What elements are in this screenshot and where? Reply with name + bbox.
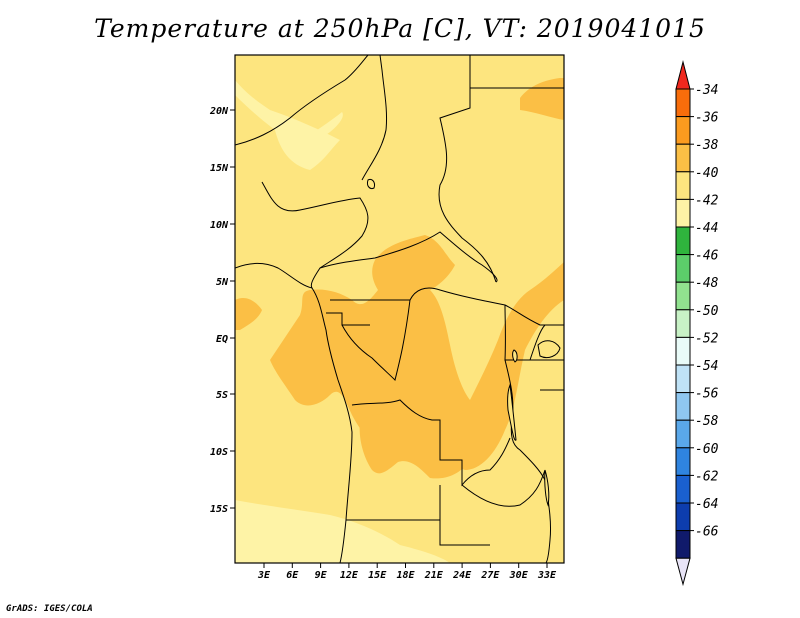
colorbar: -34 -36 -38 -40 -42 -44 -46 -48 -50 -52 -54 -56 -58 -…: [675, 60, 719, 587]
colorbar-label: -40: [695, 166, 719, 181]
band-40-38-central: [270, 235, 564, 470]
colorbar-segment: [675, 226, 691, 256]
lat-label: EQ: [216, 334, 228, 345]
colorbar-label: -34: [695, 83, 718, 98]
colorbar-segment: [675, 502, 691, 532]
lat-label: 5N: [216, 277, 229, 288]
country-borders: [235, 55, 564, 563]
colorbar-label: -52: [695, 331, 719, 346]
colorbar-segment: [675, 116, 691, 145]
colorbar-segment: [675, 474, 691, 504]
lat-label: 10S: [210, 447, 228, 458]
colorbar-segment: [675, 309, 691, 338]
border-gabon-congo: [341, 299, 411, 381]
lat-label: 15N: [210, 163, 229, 174]
coastline-west: [235, 263, 353, 563]
colorbar-top-arrow: [675, 60, 691, 90]
lon-label: 15E: [368, 570, 387, 581]
lon-label: 27E: [480, 570, 500, 581]
chart-title: Temperature at 250hPa [C], VT: 201904101…: [94, 14, 706, 43]
colorbar-label: -54: [695, 359, 718, 374]
lat-label: 20N: [209, 106, 229, 117]
colorbar-segment: [675, 364, 691, 394]
band-40-38-west: [235, 298, 262, 330]
lat-label: 5S: [216, 390, 228, 401]
border-congo-north: [330, 287, 564, 326]
grads-credit: GrADS: IGES/COLA: [6, 604, 93, 614]
border-nigeria: [261, 181, 369, 289]
colorbar-label: -48: [695, 276, 719, 291]
colorbar-bottom-arrow: [675, 557, 691, 587]
lakes: [367, 179, 561, 507]
colorbar-segment: [675, 447, 691, 476]
border-tanzania: [530, 359, 564, 391]
colorbar-segment: [675, 171, 691, 200]
colorbar-label: -50: [695, 304, 719, 319]
lon-label: 24E: [452, 570, 472, 581]
colorbar-segment: [675, 88, 691, 118]
lake-tanganyika: [507, 383, 517, 441]
colorbar-label: -62: [695, 469, 719, 484]
colorbar-label: -42: [695, 193, 719, 208]
colorbar-label: -64: [695, 497, 718, 512]
colorbar-segment: [675, 392, 691, 421]
lake-victoria: [537, 340, 561, 359]
border-niger-chad: [361, 55, 387, 181]
colorbar-label: -60: [695, 442, 719, 457]
temperature-field: [235, 55, 564, 563]
colorbar-label: -66: [695, 525, 719, 540]
lon-label: 6E: [286, 570, 299, 581]
map-frame: [234, 54, 565, 564]
colorbar-label: -36: [695, 111, 719, 126]
latitude-axis: 20N 15N 10N 5N EQ 5S 10S 15S: [209, 106, 235, 515]
lon-label: 18E: [396, 570, 415, 581]
colorbar-segment: [675, 281, 691, 311]
lake-chad: [367, 179, 375, 189]
colorbar-label: -44: [695, 221, 718, 236]
lon-label: 12E: [340, 570, 359, 581]
border-cameroon-south: [326, 312, 370, 326]
border-uganda: [504, 304, 546, 361]
lat-label: 15S: [210, 504, 228, 515]
band-44-42-south: [235, 500, 450, 563]
lon-label: 33E: [537, 570, 557, 581]
colorbar-segment: [675, 530, 691, 559]
lon-label: 30E: [509, 570, 529, 581]
longitude-axis: 3E 6E 9E 12E 15E 18E 21E 24E 27E 30E 33E: [257, 563, 557, 581]
lon-label: 3E: [257, 570, 271, 581]
colorbar-segment: [675, 254, 691, 283]
lon-label: 21E: [424, 570, 444, 581]
border-chad-sudan: [438, 55, 497, 283]
colorbar-label: -38: [695, 138, 719, 153]
band-44-42-streak: [310, 112, 343, 139]
colorbar-label: -46: [695, 249, 719, 264]
band-44-42-north: [235, 80, 340, 170]
border-angola-south: [346, 519, 490, 546]
lat-label: 10N: [210, 220, 229, 231]
colorbar-segment: [675, 198, 691, 228]
lake-malawi: [544, 469, 550, 507]
border-drc-angola: [351, 399, 511, 487]
lake-kivu: [512, 349, 518, 363]
border-car: [319, 231, 498, 283]
colorbar-segment: [675, 336, 691, 366]
border-sahel: [235, 55, 369, 146]
border-zambia: [439, 469, 546, 520]
band-40-38-south: [359, 413, 470, 479]
lon-label: 9E: [315, 570, 328, 581]
colorbar-label: -58: [695, 414, 719, 429]
colorbar-segment: [675, 419, 691, 449]
colorbar-label: -56: [695, 387, 719, 402]
colorbar-segment: [675, 143, 691, 173]
